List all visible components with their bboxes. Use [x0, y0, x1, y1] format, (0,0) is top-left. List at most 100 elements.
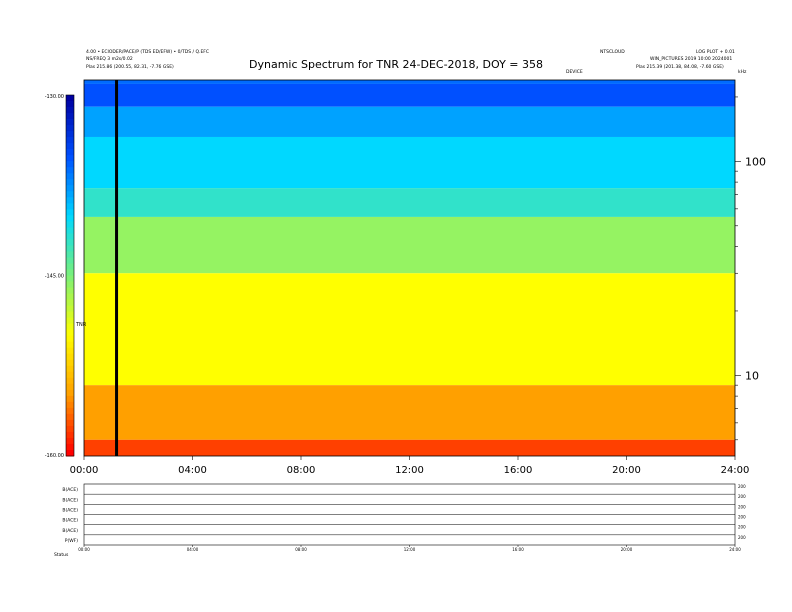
colorbar-segment: [66, 407, 74, 415]
colorbar-segment: [66, 359, 74, 367]
colorbar-segment: [66, 101, 74, 108]
colorbar-segment: [66, 335, 74, 343]
lower-panel-label: B(ACE): [62, 507, 78, 513]
colorbar-segment: [66, 173, 74, 180]
header-right-line1: Plas 215.39 (201.38, 84.08, -7.60 GSE): [636, 65, 724, 70]
x-tick-label: 00:00: [70, 465, 99, 476]
colorbar-segment: [66, 395, 74, 403]
colorbar-segment: [66, 197, 74, 204]
x-tick-label: 16:00: [504, 465, 533, 476]
heatmap-band: [84, 439, 735, 456]
colorbar-segment: [66, 287, 74, 295]
x-tick-label: 04:00: [178, 465, 207, 476]
colorbar-segment: [66, 185, 74, 192]
heatmap-band: [84, 83, 735, 107]
y-right-tick-label: 10: [745, 369, 759, 382]
x-tick-label: 12:00: [395, 465, 424, 476]
colorbar-segment: [66, 437, 74, 445]
colorbar-segment: [66, 383, 74, 391]
x-tick-label: 24:00: [721, 465, 750, 476]
colorbar-segment: [66, 119, 74, 126]
colorbar-segment: [66, 341, 74, 349]
colorbar-segment: [66, 419, 74, 427]
colorbar-segment: [66, 317, 74, 325]
colorbar-segment: [66, 281, 74, 289]
heatmap-band: [84, 106, 735, 137]
lower-x-tick-label: 12:00: [404, 547, 416, 552]
colorbar-segment: [66, 137, 74, 144]
colorbar-segment: [66, 269, 74, 276]
lower-panel-label: B(ACE): [62, 518, 78, 524]
colorbar-segment: [66, 221, 74, 228]
header-left-line2: NS/FREQ 3 m2s/0.02: [86, 57, 133, 62]
heatmap-band: [84, 273, 735, 386]
colorbar-segment: [66, 95, 74, 102]
lower-x-tick-label: 04:00: [187, 547, 199, 552]
header-mid-top: NTSCLOUD: [600, 50, 625, 55]
lower-panel-right-tick: 200: [738, 515, 746, 520]
colorbar-segment: [66, 263, 74, 270]
colorbar-frame: [65, 94, 75, 457]
colorbar-segment: [66, 251, 74, 258]
colorbar-segment: [66, 107, 74, 114]
colorbar-segment: [66, 203, 74, 210]
colorbar-segment: [66, 353, 74, 361]
lower-panel-right-tick: 200: [738, 484, 746, 489]
heatmap-band: [84, 216, 735, 274]
colorbar-segment: [66, 365, 74, 373]
lower-footer-label: Status: [54, 553, 69, 558]
colorbar-segment: [66, 131, 74, 138]
colorbar-segment: [66, 275, 74, 283]
colorbar-segment: [66, 401, 74, 409]
colorbar-segment: [66, 167, 74, 174]
chart-title: Dynamic Spectrum for TNR 24-DEC-2018, DO…: [249, 58, 543, 71]
lower-x-tick-label: 20:00: [621, 547, 633, 552]
colorbar-segment: [66, 143, 74, 150]
lower-x-tick-label: 08:00: [295, 547, 307, 552]
colorbar-segment: [66, 347, 74, 355]
colorbar-segment: [66, 329, 74, 337]
lower-x-tick-label: 24:00: [729, 547, 741, 552]
colorbar-segment: [66, 215, 74, 222]
header-left-line1: 4.00 • ECIODER/PACE/P (TDS ED/EFW) • 0/T…: [86, 50, 210, 55]
colorbar-segment: [66, 377, 74, 385]
colorbar-segment: [66, 311, 74, 319]
colorbar-segment: [66, 305, 74, 313]
lower-panel-right-tick: 200: [738, 494, 746, 499]
y-right-label: kHz: [738, 70, 747, 75]
heatmap-band: [84, 136, 735, 189]
colorbar-segment: [66, 125, 74, 132]
colorbar-segment: [66, 443, 74, 451]
colorbar-segment: [66, 233, 74, 240]
colorbar-tick-label: -130.00: [45, 94, 64, 100]
header-mid-label: DEVICE: [566, 70, 583, 75]
colorbar-segment: [66, 293, 74, 301]
colorbar-segment: [66, 179, 74, 186]
colorbar-segment: [66, 371, 74, 379]
header-left-line3: Plas 215.86 (200.55, 82.31, -7.76 GSE): [86, 65, 174, 70]
colorbar-segment: [66, 449, 74, 457]
colorbar-segment: [66, 161, 74, 168]
x-tick-label: 20:00: [612, 465, 641, 476]
lower-panel-label: B(ACE): [62, 487, 78, 493]
x-tick-label: 08:00: [287, 465, 316, 476]
colorbar-tick-label: -160.00: [45, 453, 64, 459]
colorbar-segment: [66, 227, 74, 234]
colorbar-segment: [66, 425, 74, 433]
colorbar-segment: [66, 389, 74, 397]
heatmap-band: [84, 385, 735, 440]
lower-x-tick-label: 00:00: [78, 547, 90, 552]
colorbar-segment: [66, 239, 74, 246]
colorbar-segment: [66, 257, 74, 264]
colorbar-segment: [66, 431, 74, 439]
heatmap-band: [84, 80, 735, 84]
lower-panel-right-tick: 200: [738, 525, 746, 530]
lower-x-tick-label: 16:00: [512, 547, 524, 552]
lower-panel-label: B(ACE): [62, 497, 78, 503]
header-right-mid: WIN_PICTURES 2019 10:00 2024001: [650, 57, 733, 62]
lower-panel-label: P(WF): [65, 538, 79, 544]
colorbar-segment: [66, 245, 74, 252]
colorbar-segment: [66, 209, 74, 216]
colorbar-segment: [66, 149, 74, 156]
